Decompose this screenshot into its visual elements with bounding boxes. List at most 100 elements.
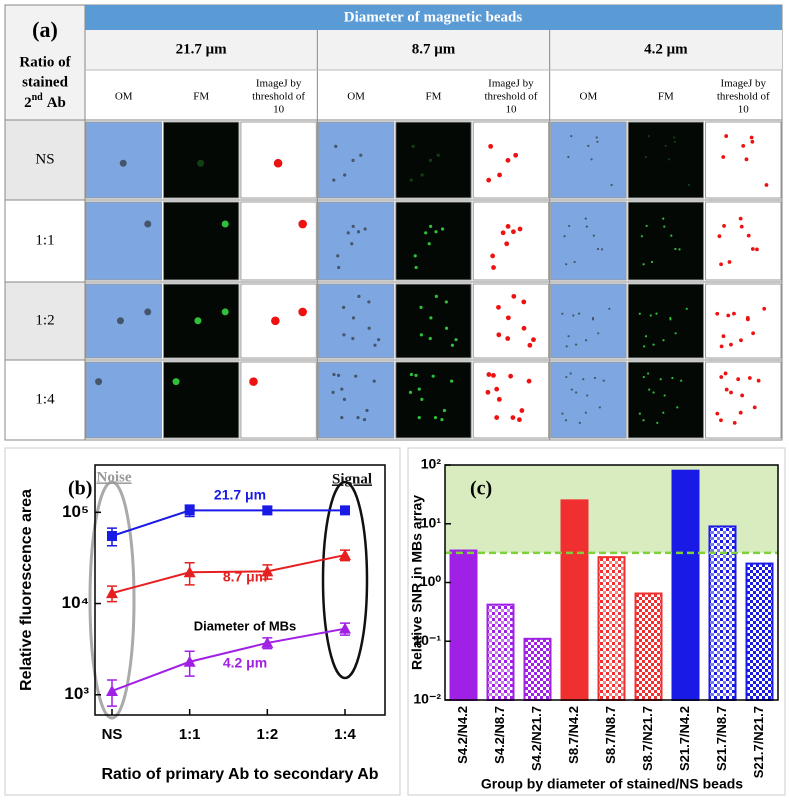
bead xyxy=(351,336,355,341)
marker xyxy=(339,622,351,634)
sub-column-label: FM xyxy=(658,91,674,103)
micrograph xyxy=(705,201,782,281)
bead xyxy=(662,411,665,414)
bead xyxy=(729,342,733,347)
bead xyxy=(343,173,347,177)
bead xyxy=(582,378,585,381)
micrograph xyxy=(550,121,627,199)
table-title: Diameter of magnetic beads xyxy=(344,9,523,25)
micrograph xyxy=(240,201,317,281)
y-tick-label: 10¹ xyxy=(421,514,442,530)
bead xyxy=(119,159,127,167)
bead xyxy=(587,144,590,148)
bead xyxy=(521,299,527,305)
sub-column-label: ImageJ by xyxy=(488,78,534,90)
bead xyxy=(336,254,340,258)
bar xyxy=(449,549,478,702)
marker xyxy=(261,636,274,648)
bead xyxy=(356,415,360,420)
row-label-cell xyxy=(4,199,86,283)
bead xyxy=(420,173,424,177)
bead xyxy=(408,390,413,394)
y-axis-label: Relative SNR in MBs array xyxy=(409,495,425,670)
bead xyxy=(496,304,501,310)
bead xyxy=(363,227,367,231)
bead xyxy=(413,254,417,258)
bead xyxy=(350,242,354,246)
micrograph xyxy=(395,361,472,439)
bead xyxy=(719,375,724,379)
bead xyxy=(578,421,581,424)
bead xyxy=(409,372,414,377)
bead xyxy=(519,408,525,413)
bead xyxy=(568,224,571,228)
sub-column-label: threshold of xyxy=(252,91,305,103)
bead xyxy=(372,379,376,383)
bead xyxy=(351,158,355,162)
signal-ellipse xyxy=(321,480,369,680)
bead xyxy=(749,135,754,140)
bead xyxy=(431,374,435,378)
plot-frame xyxy=(94,464,386,716)
marker xyxy=(340,505,350,516)
series-label: 8.7 μm xyxy=(223,569,267,585)
panel-c: S4.2/N4.2 S4.2/N8.7 S4.2/N21.7 S8.7/N4.2 S8.… xyxy=(409,456,779,792)
marker xyxy=(183,566,196,578)
bead xyxy=(570,134,573,138)
micrograph xyxy=(472,283,550,359)
sub-column-label: ImageJ by xyxy=(256,78,302,90)
annotation: Noise xyxy=(97,469,132,485)
bead xyxy=(676,406,679,409)
micrograph xyxy=(627,361,705,439)
group-band xyxy=(85,30,782,70)
x-tick-label: S4.2/N4.2 xyxy=(455,706,470,764)
bead xyxy=(342,333,346,337)
micrograph xyxy=(317,283,395,359)
bead xyxy=(411,144,415,148)
bead xyxy=(590,158,593,161)
bead xyxy=(680,379,683,382)
bead xyxy=(600,248,604,251)
bead xyxy=(340,387,344,391)
y-tick-label: 10³ xyxy=(64,684,89,703)
bead xyxy=(729,390,733,395)
bead xyxy=(585,225,588,228)
bead xyxy=(663,225,666,228)
bead xyxy=(596,140,599,143)
y-tick-label: 10⁵ xyxy=(62,502,89,521)
bead xyxy=(723,371,728,376)
bead xyxy=(428,336,432,341)
bead xyxy=(643,345,646,348)
sub-column-label: OM xyxy=(580,91,598,103)
panel-label: (c) xyxy=(470,478,492,500)
bead xyxy=(667,158,671,161)
bar xyxy=(486,603,515,701)
row-label-cell xyxy=(4,119,86,201)
micrograph xyxy=(162,121,240,199)
bead xyxy=(505,336,511,341)
bead xyxy=(531,337,536,343)
bead xyxy=(642,375,645,379)
row-label-cell xyxy=(4,359,86,441)
marker xyxy=(339,549,351,561)
bead xyxy=(419,305,423,309)
bead xyxy=(172,378,180,386)
bead xyxy=(687,183,691,187)
bead xyxy=(638,312,641,315)
sub-column-label: OM xyxy=(115,91,133,103)
y-tick-label: 10⁻² xyxy=(413,691,441,707)
bead xyxy=(647,134,650,138)
bead xyxy=(750,247,755,251)
micrograph xyxy=(550,283,627,359)
sub-column-label: FM xyxy=(426,91,442,103)
bead xyxy=(450,343,455,347)
bead xyxy=(511,229,516,235)
bead xyxy=(738,216,743,221)
row-label-cell xyxy=(4,281,86,361)
bead xyxy=(724,134,729,138)
bead xyxy=(565,263,568,266)
bead xyxy=(592,234,595,237)
bead xyxy=(746,233,751,238)
bead xyxy=(573,260,576,264)
